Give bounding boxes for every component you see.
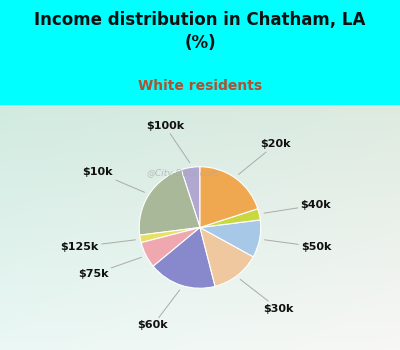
Text: $20k: $20k	[238, 139, 291, 174]
Text: $50k: $50k	[264, 240, 332, 252]
Text: White residents: White residents	[138, 79, 262, 93]
Wedge shape	[200, 228, 253, 286]
Text: $40k: $40k	[264, 200, 331, 213]
Text: $100k: $100k	[146, 121, 190, 163]
Wedge shape	[181, 167, 200, 228]
Wedge shape	[200, 167, 258, 228]
Wedge shape	[141, 228, 200, 266]
Text: $125k: $125k	[61, 240, 136, 252]
Text: $30k: $30k	[240, 279, 294, 314]
Wedge shape	[200, 209, 260, 228]
Wedge shape	[140, 228, 200, 243]
Text: $60k: $60k	[138, 290, 180, 330]
Wedge shape	[200, 220, 261, 257]
Text: Income distribution in Chatham, LA
(%): Income distribution in Chatham, LA (%)	[34, 12, 366, 51]
Wedge shape	[139, 170, 200, 235]
Text: $10k: $10k	[83, 167, 144, 192]
Wedge shape	[153, 228, 215, 288]
Text: $75k: $75k	[78, 257, 142, 279]
Text: @City-Data.com: @City-Data.com	[146, 169, 219, 178]
